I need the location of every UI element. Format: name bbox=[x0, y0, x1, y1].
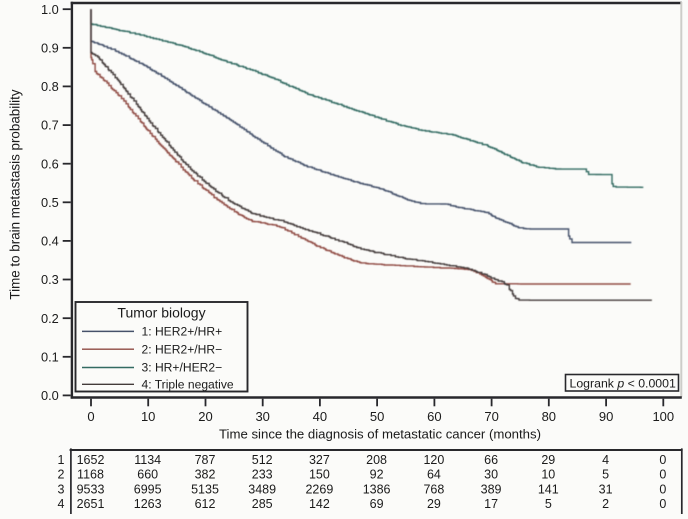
svg-text:4: Triple negative: 4: Triple negative bbox=[142, 378, 234, 392]
svg-text:0.0: 0.0 bbox=[41, 388, 59, 403]
svg-text:0.6: 0.6 bbox=[41, 156, 59, 171]
svg-text:612: 612 bbox=[195, 497, 216, 511]
svg-text:4: 4 bbox=[602, 453, 609, 467]
svg-text:6995: 6995 bbox=[134, 483, 162, 497]
svg-text:1: HER2+/HR+: 1: HER2+/HR+ bbox=[142, 325, 223, 339]
svg-text:2: 2 bbox=[58, 468, 65, 482]
svg-text:5: 5 bbox=[602, 468, 609, 482]
svg-text:0.9: 0.9 bbox=[41, 40, 59, 55]
svg-text:9533: 9533 bbox=[77, 483, 105, 497]
svg-text:2269: 2269 bbox=[305, 483, 333, 497]
svg-text:0.7: 0.7 bbox=[41, 118, 59, 133]
svg-text:Time since the diagnosis of me: Time since the diagnosis of metastatic c… bbox=[219, 427, 541, 442]
svg-text:0.1: 0.1 bbox=[41, 349, 59, 364]
svg-text:2651: 2651 bbox=[77, 497, 105, 511]
svg-text:150: 150 bbox=[309, 468, 330, 482]
svg-text:1263: 1263 bbox=[134, 497, 162, 511]
svg-text:31: 31 bbox=[599, 483, 613, 497]
svg-text:120: 120 bbox=[423, 453, 444, 467]
svg-text:0.2: 0.2 bbox=[41, 311, 59, 326]
svg-text:512: 512 bbox=[252, 453, 273, 467]
svg-text:3: HR+/HER2−: 3: HR+/HER2− bbox=[142, 361, 223, 375]
svg-text:30: 30 bbox=[255, 409, 269, 424]
svg-text:208: 208 bbox=[366, 453, 387, 467]
svg-text:Time to brain metastasis proba: Time to brain metastasis probability bbox=[8, 89, 23, 299]
svg-text:3: 3 bbox=[58, 483, 65, 497]
svg-text:142: 142 bbox=[309, 497, 330, 511]
svg-text:70: 70 bbox=[484, 409, 498, 424]
svg-text:0: 0 bbox=[87, 409, 94, 424]
svg-text:141: 141 bbox=[538, 483, 559, 497]
svg-text:29: 29 bbox=[427, 497, 441, 511]
svg-text:29: 29 bbox=[541, 453, 555, 467]
svg-text:3489: 3489 bbox=[248, 483, 276, 497]
svg-text:389: 389 bbox=[481, 483, 502, 497]
svg-text:1168: 1168 bbox=[77, 468, 104, 482]
svg-text:0.3: 0.3 bbox=[41, 272, 59, 287]
svg-text:1386: 1386 bbox=[363, 483, 391, 497]
svg-text:660: 660 bbox=[137, 468, 158, 482]
svg-text:30: 30 bbox=[484, 468, 498, 482]
svg-text:787: 787 bbox=[195, 453, 216, 467]
svg-text:5135: 5135 bbox=[191, 483, 219, 497]
svg-text:1.0: 1.0 bbox=[41, 2, 59, 17]
svg-text:0: 0 bbox=[659, 483, 666, 497]
svg-text:4: 4 bbox=[58, 497, 65, 511]
svg-text:100: 100 bbox=[652, 409, 674, 424]
svg-text:768: 768 bbox=[423, 483, 444, 497]
svg-text:1134: 1134 bbox=[134, 453, 161, 467]
svg-text:1: 1 bbox=[58, 453, 65, 467]
svg-text:0: 0 bbox=[659, 468, 666, 482]
svg-text:Logrank p < 0.0001: Logrank p < 0.0001 bbox=[570, 376, 676, 390]
svg-text:90: 90 bbox=[599, 409, 613, 424]
svg-text:0.8: 0.8 bbox=[41, 79, 59, 94]
svg-text:10: 10 bbox=[141, 409, 155, 424]
svg-text:50: 50 bbox=[370, 409, 384, 424]
svg-text:1652: 1652 bbox=[77, 453, 105, 467]
svg-text:0: 0 bbox=[659, 497, 666, 511]
svg-text:60: 60 bbox=[427, 409, 441, 424]
svg-text:327: 327 bbox=[309, 453, 330, 467]
svg-text:2: 2 bbox=[602, 497, 609, 511]
svg-text:80: 80 bbox=[542, 409, 556, 424]
svg-text:66: 66 bbox=[484, 453, 498, 467]
svg-text:0.5: 0.5 bbox=[41, 195, 59, 210]
svg-text:0.4: 0.4 bbox=[41, 234, 59, 249]
svg-text:40: 40 bbox=[313, 409, 327, 424]
svg-text:69: 69 bbox=[370, 497, 384, 511]
svg-text:5: 5 bbox=[545, 497, 552, 511]
svg-text:17: 17 bbox=[484, 497, 498, 511]
svg-text:2: HER2+/HR−: 2: HER2+/HR− bbox=[142, 342, 223, 356]
svg-text:233: 233 bbox=[252, 468, 273, 482]
svg-text:0: 0 bbox=[659, 453, 666, 467]
svg-text:Tumor biology: Tumor biology bbox=[117, 305, 205, 321]
svg-text:64: 64 bbox=[427, 468, 441, 482]
svg-text:285: 285 bbox=[252, 497, 273, 511]
svg-text:92: 92 bbox=[370, 468, 384, 482]
svg-text:10: 10 bbox=[541, 468, 555, 482]
svg-text:20: 20 bbox=[198, 409, 212, 424]
svg-text:382: 382 bbox=[195, 468, 216, 482]
